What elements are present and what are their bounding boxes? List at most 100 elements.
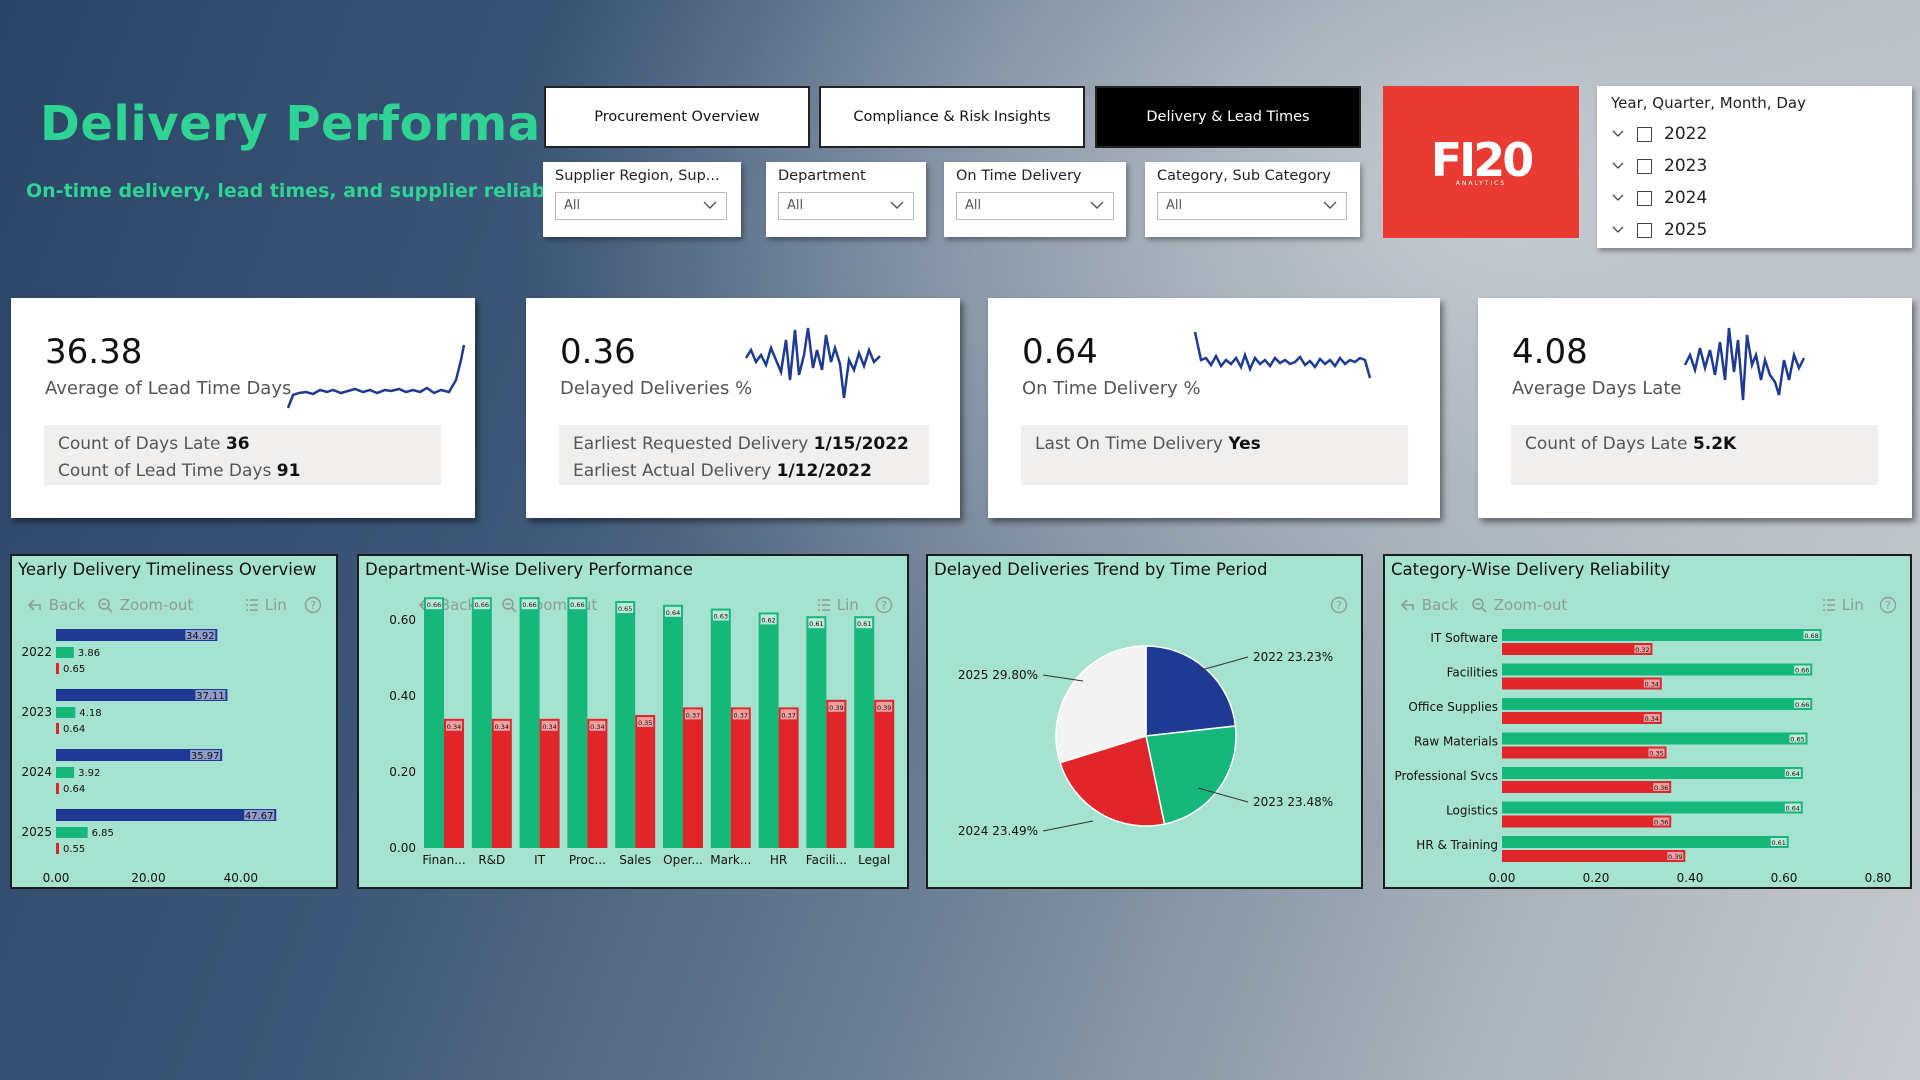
category-label: Oper... xyxy=(663,853,703,867)
year-item-2022[interactable]: 2022 xyxy=(1611,118,1898,150)
bar xyxy=(56,809,277,821)
bar xyxy=(1502,698,1813,710)
data-label-bg xyxy=(856,618,873,629)
slicer-value: All xyxy=(564,198,581,213)
kpi-card-lead-time[interactable]: 36.38 Average of Lead Time Days Count of… xyxy=(11,298,475,518)
help-icon[interactable]: ? xyxy=(304,596,322,614)
kpi-card-delayed-deliveries[interactable]: 0.36 Delayed Deliveries % Earliest Reque… xyxy=(526,298,960,518)
kpi-card-on-time-delivery[interactable]: 0.64 On Time Delivery % Last On Time Del… xyxy=(988,298,1440,518)
bar xyxy=(1502,712,1662,724)
list-icon xyxy=(246,599,258,611)
bar xyxy=(519,597,540,848)
data-label: 0.37 xyxy=(686,711,700,719)
date-hierarchy-slicer[interactable]: Year, Quarter, Month, Day 2022 2023 2024… xyxy=(1597,86,1912,248)
category-label: Proc... xyxy=(569,853,606,867)
back-label: Back xyxy=(48,596,86,614)
category-label: Logistics xyxy=(1446,804,1498,818)
bar xyxy=(587,718,608,848)
checkbox[interactable] xyxy=(1637,126,1652,142)
leader-line xyxy=(1042,820,1094,832)
chart-yearly-timeliness[interactable]: Yearly Delivery Timeliness Overview Back… xyxy=(10,554,338,889)
data-label: 0.37 xyxy=(734,711,748,719)
kpi-details: Earliest Requested Delivery 1/15/2022 Ea… xyxy=(559,425,929,485)
chevron-down-icon xyxy=(1090,201,1104,209)
chart-category-reliability[interactable]: Category-Wise Delivery Reliability Back … xyxy=(1383,554,1912,889)
kpi-label: On Time Delivery % xyxy=(1022,378,1201,399)
year-label: 2023 xyxy=(1664,156,1708,176)
year-item-2023[interactable]: 2023 xyxy=(1611,150,1898,182)
pie-slice xyxy=(1145,645,1237,737)
slicer-dropdown[interactable]: All xyxy=(778,192,914,220)
slicer-dropdown[interactable]: All xyxy=(555,192,727,220)
bar xyxy=(471,597,492,848)
chevron-down-icon[interactable] xyxy=(1611,159,1625,173)
kpi-value: 0.64 xyxy=(1022,332,1098,372)
bar xyxy=(56,827,88,838)
bar xyxy=(806,616,827,848)
data-label: 34.92 xyxy=(186,631,215,642)
checkbox[interactable] xyxy=(1637,222,1652,238)
help-icon[interactable]: ? xyxy=(1879,596,1897,614)
detail-value: 1/15/2022 xyxy=(813,434,909,454)
data-label: 0.32 xyxy=(1635,646,1649,654)
bar xyxy=(1502,663,1813,676)
linear-scale-button[interactable]: Lin xyxy=(1821,596,1864,614)
data-label-bg xyxy=(1784,803,1801,812)
data-label: 0.66 xyxy=(1795,667,1809,675)
tick-label: 0.00 xyxy=(43,871,70,885)
slicer-dropdown[interactable]: All xyxy=(956,192,1114,220)
slicer-label: Year, Quarter, Month, Day xyxy=(1611,94,1806,112)
data-label: 37.11 xyxy=(196,691,225,702)
data-label-bg xyxy=(1634,645,1651,653)
slice-label: 2024 23.49% xyxy=(958,824,1038,838)
checkbox[interactable] xyxy=(1637,158,1652,174)
nav-procurement-overview[interactable]: Procurement Overview xyxy=(544,86,810,148)
zoom-out-button[interactable]: Zoom-out xyxy=(97,596,193,614)
nav-label: Compliance & Risk Insights xyxy=(853,109,1051,125)
data-label: 0.61 xyxy=(809,620,823,628)
slicer-supplier-region[interactable]: Supplier Region, Sup... All xyxy=(543,162,741,237)
checkbox[interactable] xyxy=(1637,190,1652,206)
chart-delayed-trend[interactable]: Delayed Deliveries Trend by Time Period … xyxy=(926,554,1363,889)
data-label-bg xyxy=(828,701,845,712)
tick-label: 0.00 xyxy=(389,841,416,855)
page-title: Delivery Performance xyxy=(40,96,638,152)
category-label: Finan... xyxy=(422,853,465,867)
data-label-bg xyxy=(1789,734,1806,743)
data-label-bg xyxy=(1653,783,1670,791)
data-label-bg xyxy=(760,614,777,625)
slicer-department[interactable]: Department All xyxy=(766,162,926,237)
data-label: 0.68 xyxy=(1804,632,1818,640)
back-button[interactable]: Back xyxy=(1399,596,1458,614)
pie-slice xyxy=(1059,735,1166,827)
bar xyxy=(56,749,223,761)
nav-delivery-lead-times[interactable]: Delivery & Lead Times xyxy=(1095,86,1361,148)
help-icon[interactable]: ? xyxy=(1330,596,1348,614)
chevron-down-icon[interactable] xyxy=(1611,191,1625,205)
year-item-2025[interactable]: 2025 xyxy=(1611,214,1898,246)
company-logo: FI20 ANALYTICS xyxy=(1383,86,1579,238)
slicer-category[interactable]: Category, Sub Category All xyxy=(1145,162,1360,237)
year-item-2024[interactable]: 2024 xyxy=(1611,182,1898,214)
kpi-card-days-late[interactable]: 4.08 Average Days Late Count of Days Lat… xyxy=(1478,298,1912,518)
tick-label: 0.60 xyxy=(1771,871,1798,885)
chart-title: Delayed Deliveries Trend by Time Period xyxy=(934,560,1268,579)
chevron-down-icon[interactable] xyxy=(1611,223,1625,237)
chart-department-performance[interactable]: Department-Wise Delivery Performance Bac… xyxy=(357,554,909,889)
slicer-dropdown[interactable]: All xyxy=(1157,192,1347,220)
bar xyxy=(1502,815,1672,828)
pie-slice xyxy=(1055,645,1147,764)
linear-scale-button[interactable]: Lin xyxy=(244,596,287,614)
data-label: 0.64 xyxy=(1786,770,1800,778)
linear-scale-button[interactable]: Lin xyxy=(816,596,859,614)
zoom-out-button[interactable]: Zoom-out xyxy=(1471,596,1567,614)
tick-label: 0.40 xyxy=(1677,871,1704,885)
back-button[interactable]: Back xyxy=(26,596,85,614)
chevron-down-icon[interactable] xyxy=(1611,127,1625,141)
data-label-bg xyxy=(446,720,462,731)
data-label-bg xyxy=(637,717,654,727)
help-icon[interactable]: ? xyxy=(875,596,893,614)
data-label: 0.35 xyxy=(1649,750,1663,758)
nav-compliance-risk[interactable]: Compliance & Risk Insights xyxy=(819,86,1085,148)
slicer-on-time-delivery[interactable]: On Time Delivery All xyxy=(944,162,1126,237)
